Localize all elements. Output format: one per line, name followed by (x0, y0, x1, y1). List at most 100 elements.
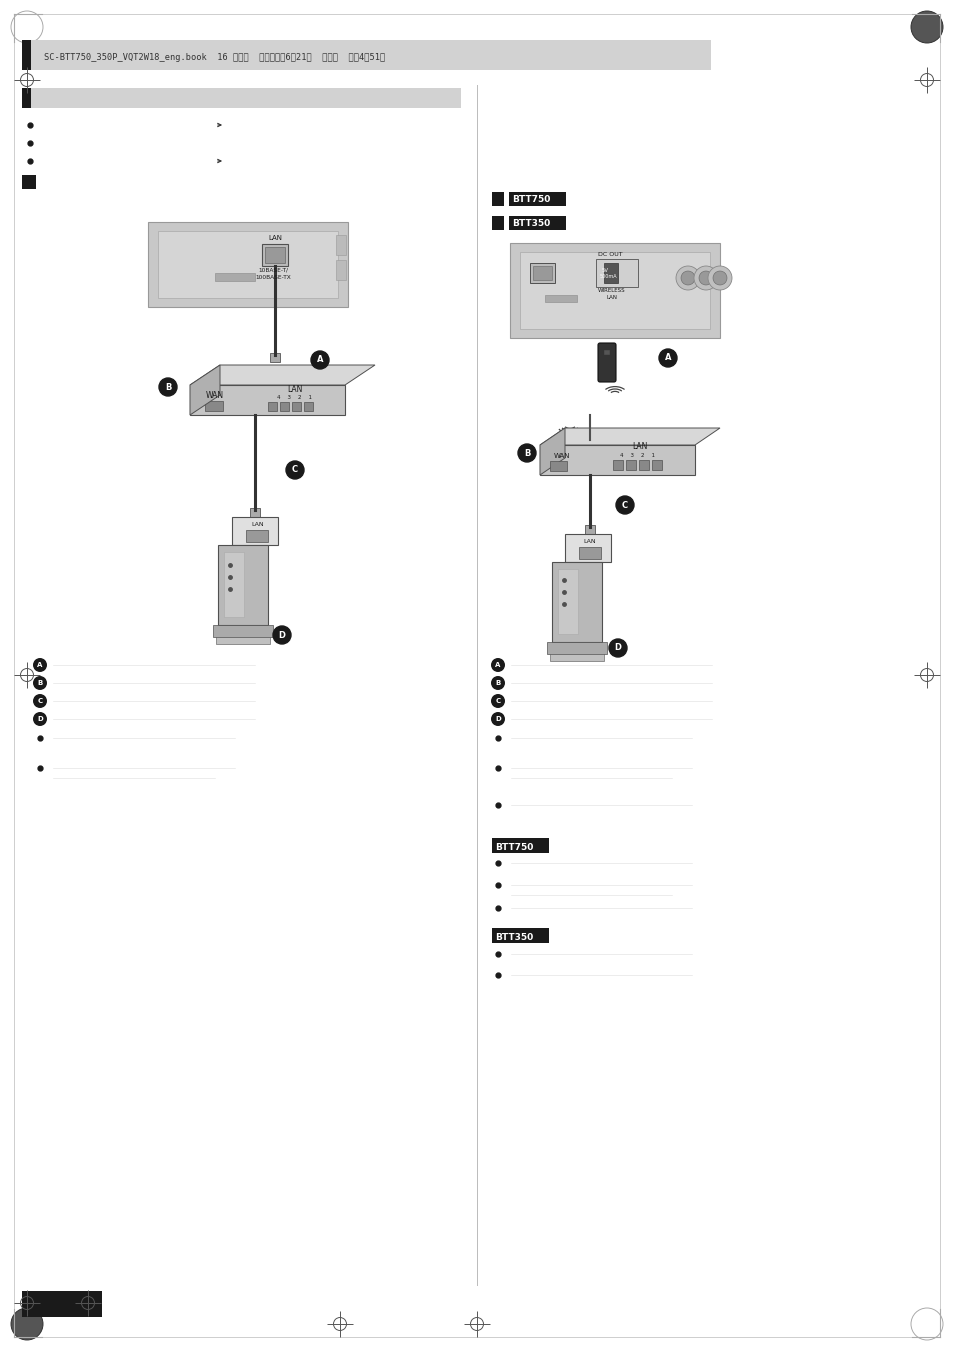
Bar (148, 222, 348, 307)
Bar (292, 403, 301, 411)
Bar (22, 88, 30, 108)
Polygon shape (539, 428, 720, 444)
Text: LAN: LAN (632, 442, 647, 451)
Text: LAN: LAN (268, 235, 282, 240)
Circle shape (616, 496, 634, 513)
Bar (544, 295, 577, 303)
Text: D: D (278, 631, 285, 639)
Bar (550, 461, 566, 471)
Circle shape (33, 658, 47, 671)
Circle shape (712, 272, 726, 285)
Polygon shape (539, 428, 564, 476)
Bar (215, 638, 270, 644)
Bar (509, 192, 565, 205)
Bar (596, 259, 638, 286)
FancyBboxPatch shape (598, 343, 616, 382)
Text: 4    3    2    1: 4 3 2 1 (277, 394, 313, 400)
Text: BTT750: BTT750 (512, 196, 550, 204)
Bar (492, 216, 503, 230)
Text: 5V: 5V (601, 267, 608, 273)
Bar (546, 642, 606, 654)
Circle shape (491, 712, 504, 725)
Bar (30, 41, 710, 70)
Bar (335, 259, 346, 280)
Text: WAN: WAN (206, 390, 224, 400)
Text: A: A (495, 662, 500, 667)
Text: B: B (495, 680, 500, 686)
Text: A: A (37, 662, 43, 667)
Polygon shape (539, 444, 695, 476)
Text: C: C (621, 500, 627, 509)
Text: A: A (664, 354, 671, 362)
Circle shape (11, 1308, 43, 1340)
Text: B: B (37, 680, 43, 686)
Circle shape (286, 461, 304, 480)
Circle shape (680, 272, 695, 285)
Text: LAN: LAN (252, 521, 264, 527)
Bar (270, 353, 280, 362)
Bar (492, 928, 548, 943)
Text: BTT750: BTT750 (495, 843, 533, 851)
Bar (639, 459, 648, 470)
Circle shape (608, 639, 626, 657)
Bar (304, 403, 313, 411)
Bar (22, 41, 30, 70)
Bar (205, 401, 223, 411)
Bar (552, 562, 601, 642)
Circle shape (676, 266, 700, 290)
Bar (224, 553, 244, 617)
Bar (492, 192, 503, 205)
Bar (30, 88, 460, 108)
Text: 10BASE-T/: 10BASE-T/ (257, 267, 288, 273)
Bar (519, 253, 709, 330)
Bar (280, 403, 289, 411)
Circle shape (707, 266, 731, 290)
Bar (578, 547, 600, 559)
Polygon shape (190, 365, 375, 385)
Text: B: B (165, 382, 171, 392)
Circle shape (659, 349, 677, 367)
Text: A: A (316, 355, 323, 365)
Bar (603, 350, 609, 355)
Bar (246, 530, 268, 542)
Bar (158, 231, 337, 299)
Text: 500mA: 500mA (599, 274, 617, 280)
Bar (268, 403, 276, 411)
Circle shape (33, 694, 47, 708)
Text: BTT350: BTT350 (495, 932, 533, 942)
Circle shape (491, 658, 504, 671)
Bar (262, 245, 288, 266)
Circle shape (33, 712, 47, 725)
Bar (530, 263, 555, 282)
Circle shape (910, 11, 942, 43)
Bar (218, 544, 268, 626)
Text: D: D (37, 716, 43, 721)
Circle shape (273, 626, 291, 644)
Polygon shape (190, 365, 220, 415)
Text: LAN: LAN (583, 539, 596, 544)
Text: WAN: WAN (553, 453, 570, 459)
Bar (613, 459, 622, 470)
Bar (214, 273, 254, 281)
Text: WIRELESS: WIRELESS (598, 288, 625, 293)
Circle shape (699, 272, 712, 285)
Bar (22, 176, 36, 189)
Bar (22, 1292, 102, 1317)
Text: C: C (37, 698, 43, 704)
Circle shape (517, 444, 536, 462)
Text: C: C (292, 466, 297, 474)
Circle shape (491, 694, 504, 708)
Bar (492, 838, 548, 852)
Bar (550, 654, 603, 661)
Text: B: B (523, 449, 530, 458)
Bar (510, 243, 720, 338)
Text: 100BASE-TX: 100BASE-TX (254, 276, 291, 280)
Bar (584, 526, 595, 534)
Bar (509, 216, 565, 230)
Circle shape (311, 351, 329, 369)
Bar (265, 247, 285, 263)
Text: LAN: LAN (287, 385, 302, 394)
Text: C: C (495, 698, 500, 704)
Text: BTT350: BTT350 (512, 219, 550, 228)
Text: LAN: LAN (606, 295, 617, 300)
